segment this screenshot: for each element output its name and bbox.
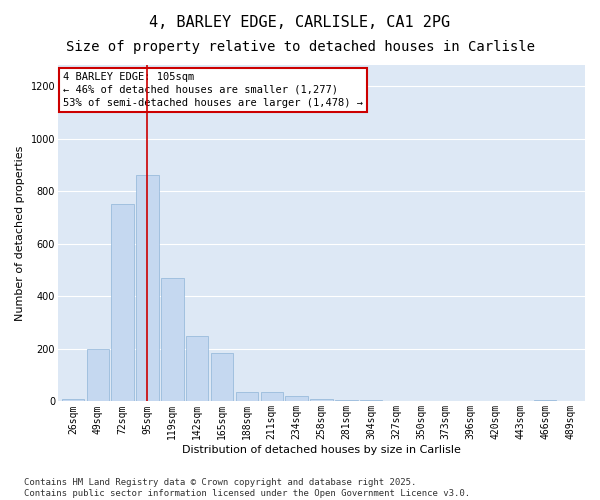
Bar (286, 396, 308, 402)
Bar (211, 353, 233, 402)
Y-axis label: Number of detached properties: Number of detached properties (15, 146, 25, 321)
Bar (310, 399, 332, 402)
X-axis label: Distribution of detached houses by size in Carlisle: Distribution of detached houses by size … (182, 445, 461, 455)
Bar (410, 401, 432, 402)
Bar (112, 204, 134, 402)
Text: 4 BARLEY EDGE: 105sqm
← 46% of detached houses are smaller (1,277)
53% of semi-d: 4 BARLEY EDGE: 105sqm ← 46% of detached … (63, 72, 363, 108)
Bar (186, 336, 208, 402)
Bar (534, 400, 556, 402)
Bar (236, 392, 258, 402)
Bar (360, 400, 382, 402)
Bar (62, 399, 84, 402)
Bar (260, 392, 283, 402)
Bar (136, 176, 158, 402)
Bar (86, 349, 109, 402)
Text: Size of property relative to detached houses in Carlisle: Size of property relative to detached ho… (65, 40, 535, 54)
Bar (335, 400, 358, 402)
Text: 4, BARLEY EDGE, CARLISLE, CA1 2PG: 4, BARLEY EDGE, CARLISLE, CA1 2PG (149, 15, 451, 30)
Bar (161, 278, 184, 402)
Text: Contains HM Land Registry data © Crown copyright and database right 2025.
Contai: Contains HM Land Registry data © Crown c… (24, 478, 470, 498)
